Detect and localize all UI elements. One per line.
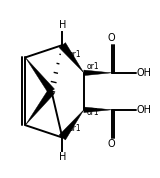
Text: O: O bbox=[108, 139, 115, 149]
Polygon shape bbox=[25, 89, 54, 125]
Text: OH: OH bbox=[137, 105, 152, 115]
Text: OH: OH bbox=[137, 68, 152, 78]
Text: H: H bbox=[59, 20, 66, 30]
Text: or1: or1 bbox=[87, 62, 100, 71]
Polygon shape bbox=[25, 57, 54, 94]
Polygon shape bbox=[59, 110, 84, 140]
Text: H: H bbox=[59, 152, 66, 162]
Text: or1: or1 bbox=[68, 124, 81, 133]
Text: or1: or1 bbox=[87, 108, 100, 117]
Text: O: O bbox=[108, 33, 115, 43]
Polygon shape bbox=[84, 70, 112, 76]
Polygon shape bbox=[59, 43, 84, 73]
Text: or1: or1 bbox=[68, 50, 81, 59]
Polygon shape bbox=[84, 107, 112, 112]
